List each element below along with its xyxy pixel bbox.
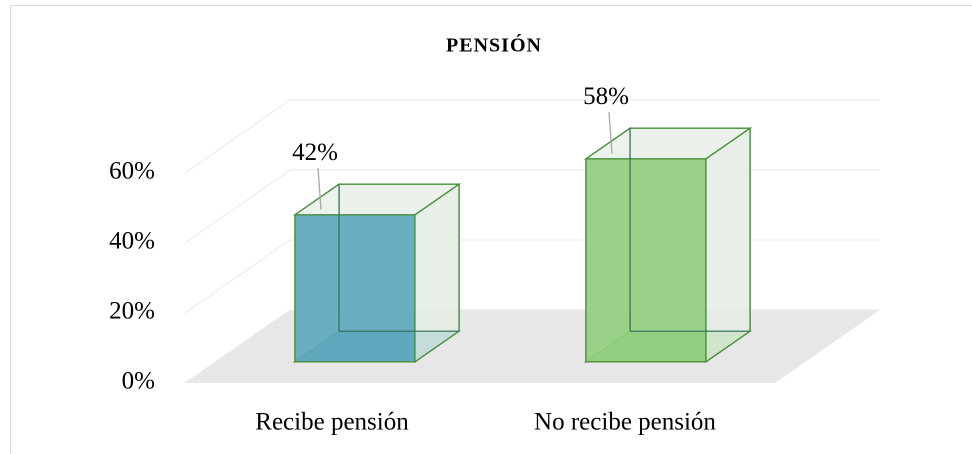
chart-title: PENSIÓN <box>446 33 542 57</box>
x-tick-label: Recibe pensión <box>255 409 409 436</box>
bar-top-face <box>292 183 462 216</box>
grid-line <box>184 99 880 174</box>
leader-line <box>608 112 613 154</box>
grid-line <box>184 239 880 314</box>
y-tick-label: 0% <box>122 368 155 395</box>
value-label: 42% <box>292 139 338 166</box>
y-tick-label: 60% <box>109 158 155 185</box>
leader-line <box>317 168 322 210</box>
bar-right-face <box>705 126 751 364</box>
bar <box>294 214 416 363</box>
floor <box>185 310 880 383</box>
y-tick-label: 20% <box>109 298 155 325</box>
value-label: 58% <box>583 83 629 110</box>
x-tick-label: No recibe pensión <box>534 409 716 436</box>
grid-line <box>184 169 880 244</box>
chart-frame <box>10 5 972 454</box>
y-tick-label: 40% <box>109 228 155 255</box>
bar-top-face <box>583 127 753 160</box>
